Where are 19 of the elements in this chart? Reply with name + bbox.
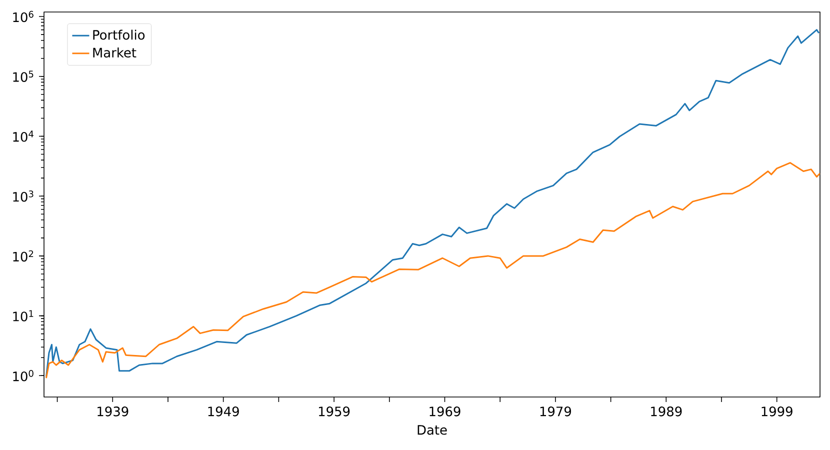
x-tick-label: 1959 [318, 406, 350, 416]
legend-label: Portfolio [93, 30, 145, 40]
legend-label: Market [93, 48, 136, 58]
y-tick-label: 10$^{1}$ [13, 310, 34, 322]
x-tick-label: 1949 [208, 406, 239, 416]
x-tick-label: 1969 [430, 406, 460, 416]
x-tick-label: 1989 [651, 406, 682, 416]
x-tick-label: 1999 [762, 406, 792, 416]
line-series [45, 29, 820, 378]
x-tick-label: 1979 [540, 406, 571, 416]
y-tick-label: 10$^{3}$ [13, 190, 34, 202]
y-tick-label: 10$^{4}$ [13, 130, 34, 142]
line-series [45, 162, 820, 379]
x-tick-label: 1939 [98, 406, 128, 416]
y-tick-label: 10$^{6}$ [13, 10, 34, 22]
x-axis-title: Date [418, 425, 447, 435]
y-tick-label: 10$^{5}$ [13, 70, 34, 82]
y-tick-label: 10$^{2}$ [13, 250, 34, 262]
y-tick-label: 10$^{0}$ [13, 370, 34, 382]
